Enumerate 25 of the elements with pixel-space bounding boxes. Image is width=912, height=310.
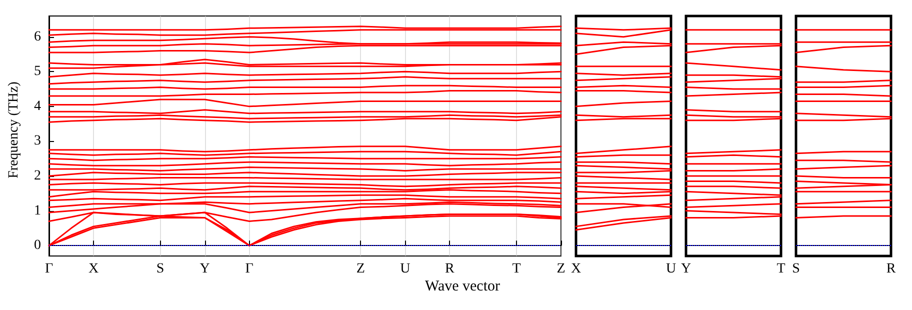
x-tick-label: Z: [556, 262, 566, 276]
y-axis-title: Frequency (THz): [6, 81, 22, 178]
x-tick-label: T: [512, 262, 522, 276]
x-tick-label: Y: [680, 262, 692, 276]
x-tick-label: Z: [356, 262, 365, 276]
x-tick-label: U: [666, 262, 676, 276]
y-tick-label: 3: [34, 134, 41, 149]
x-tick-label: T: [776, 262, 786, 276]
x-tick-label: X: [88, 262, 99, 276]
y-tick-label: 5: [34, 64, 41, 80]
x-tick-label: Γ: [44, 262, 54, 276]
x-tick-label: S: [156, 262, 164, 276]
x-tick-label: R: [445, 262, 456, 276]
x-tick-label: S: [792, 262, 800, 276]
y-tick-label: 0: [34, 238, 41, 254]
x-axis-title: Wave vector: [425, 278, 500, 294]
x-tick-label: R: [886, 262, 896, 276]
x-tick-label: Y: [200, 262, 210, 276]
x-tick-label: X: [570, 262, 582, 276]
x-tick-label: U: [400, 262, 410, 276]
y-tick-label: 1: [34, 203, 41, 218]
y-tick-label: 4: [34, 98, 41, 114]
y-tick-label: 6: [34, 29, 41, 44]
x-tick-label: Γ: [245, 262, 254, 276]
y-tick-label: 2: [34, 168, 41, 184]
